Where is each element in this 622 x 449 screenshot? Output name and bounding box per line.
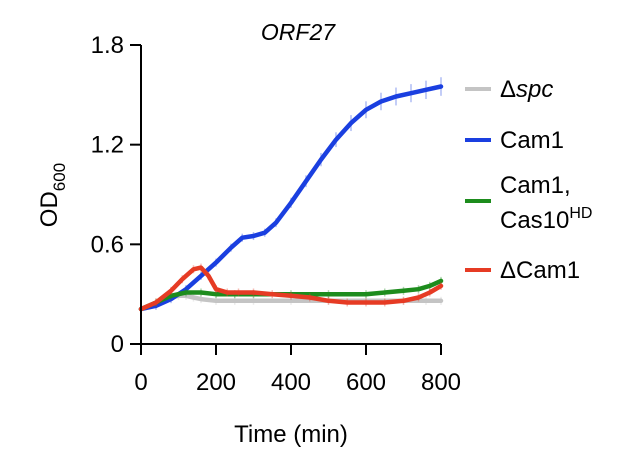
- series-cam1: [138, 77, 444, 314]
- legend: Δspc Cam1 Cam1, Cas10HD ΔCam1: [465, 76, 592, 284]
- y-axis-label-subscript: 600: [50, 163, 69, 191]
- legend-label-line2-main: Cas10: [500, 207, 569, 234]
- x-tick-label: 800: [421, 369, 461, 396]
- series-layer: [138, 77, 444, 314]
- chart-title: ORF27: [261, 19, 336, 45]
- legend-label-prefix: Δ: [500, 76, 516, 103]
- legend-item-cam1-cas10hd: Cam1, Cas10HD: [465, 172, 592, 234]
- y-tick-label: 0: [111, 331, 124, 358]
- x-axis-label: Time (min): [234, 421, 348, 448]
- y-tick-label: 0.6: [91, 231, 124, 258]
- legend-label-line1: Cam1,: [500, 172, 571, 199]
- y-axis-label-main: OD: [36, 191, 63, 227]
- legend-item-delta-cam1: ΔCam1: [465, 257, 580, 284]
- y-tick-label: 1.2: [91, 132, 124, 159]
- x-tick-label: 400: [271, 369, 311, 396]
- x-tick-label: 200: [196, 369, 236, 396]
- legend-label-line2: Cas10HD: [500, 205, 592, 234]
- legend-label: Δspc: [500, 76, 553, 103]
- legend-label-main: spc: [516, 76, 553, 103]
- x-tick-label: 0: [134, 369, 147, 396]
- y-tick-label: 1.8: [91, 32, 124, 59]
- legend-item-cam1: Cam1: [465, 127, 564, 154]
- y-axis-label: OD600: [36, 163, 69, 227]
- legend-item-delta-spc: Δspc: [465, 76, 553, 103]
- legend-label: Cam1: [500, 127, 564, 154]
- series-cam1-line: [138, 84, 444, 312]
- series-delta-cam1-line: [138, 265, 444, 312]
- x-tick-label: 600: [346, 369, 386, 396]
- legend-label-superscript: HD: [569, 205, 592, 222]
- legend-label: ΔCam1: [500, 257, 580, 284]
- series-delta-cam1: [138, 263, 444, 314]
